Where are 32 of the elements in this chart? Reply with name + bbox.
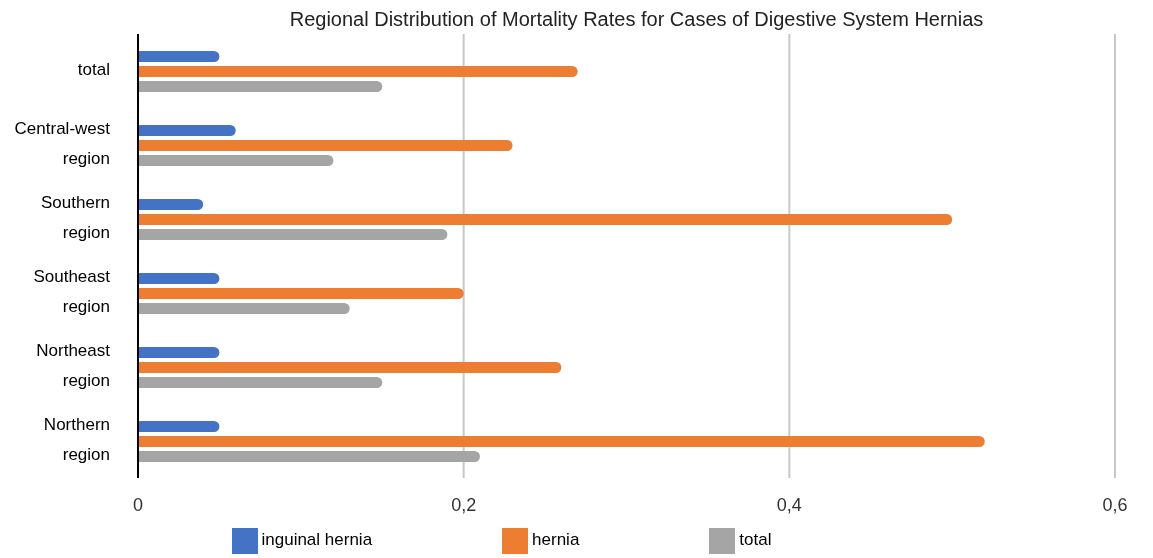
- bar: [138, 125, 236, 136]
- bar: [138, 377, 383, 388]
- y-tick-label: Central-west region: [14, 119, 111, 169]
- y-tick-label: Southeast region: [33, 267, 111, 317]
- y-tick-label: Southern region: [41, 193, 110, 243]
- x-tick-label: 0,2: [451, 494, 477, 515]
- x-tick-label: 0: [132, 494, 144, 515]
- bar: [138, 288, 464, 299]
- chart-title: Regional Distribution of Mortality Rates for Cases of Digestive System Hernias: [288, 8, 985, 32]
- bar: [138, 451, 480, 462]
- bar: [138, 273, 220, 284]
- legend-label: total: [739, 530, 772, 550]
- bar: [138, 229, 448, 240]
- bar: [138, 347, 220, 358]
- y-tick-label: total: [77, 60, 110, 80]
- x-tick-label: 0,4: [776, 494, 802, 515]
- bar: [138, 66, 578, 77]
- bar: [138, 155, 334, 166]
- bar: [138, 436, 985, 447]
- bar: [138, 362, 562, 373]
- legend-label: hernia: [532, 530, 580, 550]
- legend-label: inguinal hernia: [261, 530, 373, 550]
- bar: [138, 51, 220, 62]
- bar: [138, 421, 220, 432]
- bar: [138, 303, 350, 314]
- bar: [138, 199, 204, 210]
- bar: [138, 81, 383, 92]
- y-tick-label: Northern region: [43, 415, 110, 465]
- bar: [138, 214, 953, 225]
- y-tick-label: Northeast region: [36, 341, 111, 391]
- x-tick-label: 0,6: [1102, 494, 1128, 515]
- bar: [138, 140, 513, 151]
